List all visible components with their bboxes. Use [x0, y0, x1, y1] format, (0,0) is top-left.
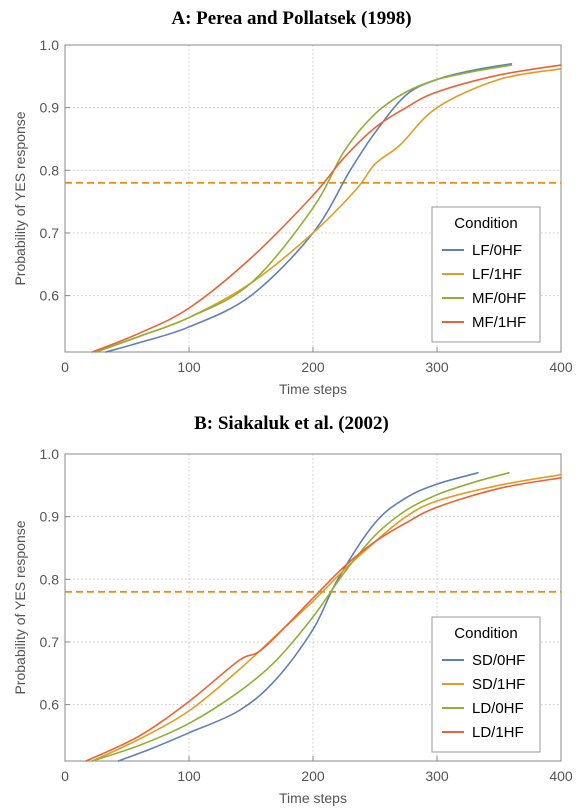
chart-b-ylabel: Probability of YES response: [12, 520, 28, 694]
chart-b-legend-title: Condition: [454, 625, 517, 642]
chart-a-xtick-label-1: 100: [177, 359, 201, 375]
chart-a-ytick-label-2: 0.8: [40, 162, 60, 178]
chart-b-ytick-label-1: 0.7: [40, 634, 60, 650]
chart-a-ytick-label-1: 0.7: [40, 225, 60, 241]
chart-a-legend-label-3: MF/1HF: [472, 314, 526, 331]
chart-b-legend-label-0: SD/0HF: [472, 652, 525, 669]
chart-a-xtick-label-4: 400: [549, 359, 573, 375]
chart-a-ytick-label-0: 0.6: [40, 288, 60, 304]
chart-b: 0 100 200 300 400 0.6 0.7 0.8 0.9 1.0 Time steps Pr…: [12, 446, 573, 806]
chart-a-legend-label-0: LF/0HF: [472, 242, 522, 259]
chart-b-legend-label-2: LD/0HF: [472, 700, 524, 717]
chart-b-ytick-label-0: 0.6: [40, 697, 60, 713]
chart-b-xtick-label-1: 100: [177, 768, 201, 784]
chart-b-legend-label-1: SD/1HF: [472, 676, 525, 693]
chart-a-xtick-label-2: 200: [301, 359, 325, 375]
chart-a-ylabel: Probability of YES response: [12, 111, 28, 285]
chart-b-series-line-2: [91, 472, 510, 762]
chart-a-series-line-3: [91, 64, 562, 353]
chart-b-title: B: Siakaluk et al. (2002): [194, 413, 389, 434]
chart-b-ytick-label-2: 0.8: [40, 571, 60, 587]
chart-b-legend-label-3: LD/1HF: [472, 724, 524, 741]
chart-a-xtick-label-3: 300: [425, 359, 449, 375]
chart-a-series-line-2: [95, 64, 513, 353]
chart-a: 0 100 200 300 400 0.6 0.7 0.8 0.9 1.0 Time steps Pr…: [12, 37, 573, 397]
chart-b-xtick-label-3: 300: [425, 768, 449, 784]
chart-a-legend-label-1: LF/1HF: [472, 266, 522, 283]
chart-a-title: A: Perea and Pollatsek (1998): [171, 8, 412, 29]
chart-a-ytick-label-4: 1.0: [40, 37, 60, 53]
chart-b-series-line-0: [117, 472, 479, 762]
chart-b-series-line-3: [85, 477, 562, 762]
chart-a-xlabel: Time steps: [279, 381, 347, 397]
chart-b-xtick-label-0: 0: [61, 768, 69, 784]
chart-b-ytick-label-3: 0.9: [40, 509, 60, 525]
chart-b-xlabel: Time steps: [279, 790, 347, 806]
chart-b-ytick-label-4: 1.0: [40, 446, 60, 462]
chart-b-xtick-label-4: 400: [549, 768, 573, 784]
chart-b-series-line-1: [91, 473, 562, 762]
chart-a-xtick-label-0: 0: [61, 359, 69, 375]
chart-b-xtick-label-2: 200: [301, 768, 325, 784]
chart-a-legend-title: Condition: [454, 215, 517, 232]
chart-a-legend-label-2: MF/0HF: [472, 290, 526, 307]
chart-a-ytick-label-3: 0.9: [40, 100, 60, 116]
